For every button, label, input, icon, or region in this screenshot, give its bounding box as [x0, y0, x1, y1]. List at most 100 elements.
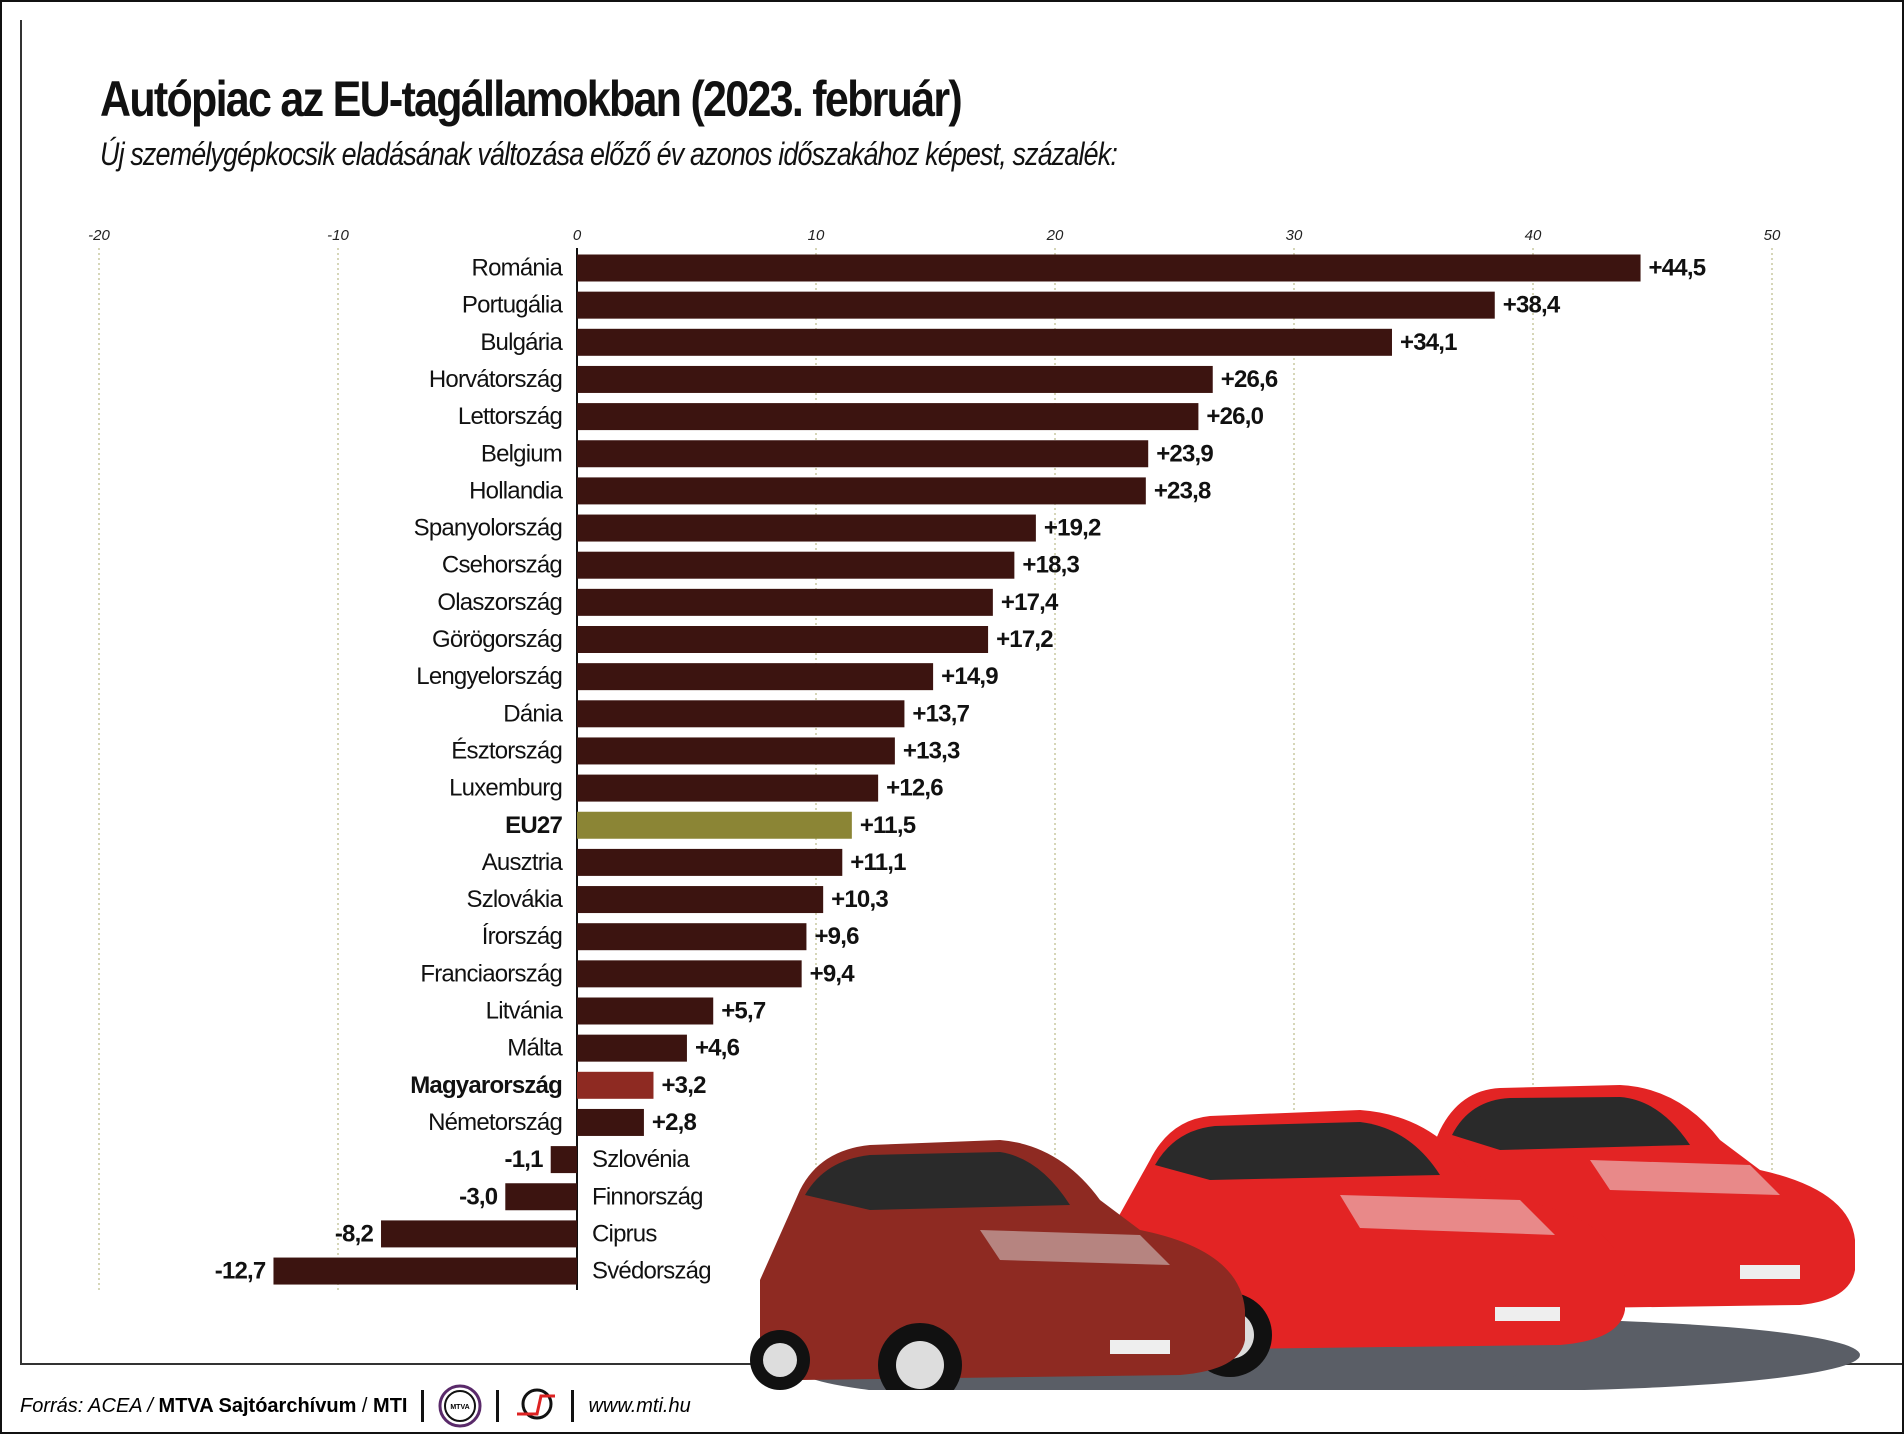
value-label: +26,6: [1221, 366, 1278, 393]
category-label: Luxemburg: [449, 775, 562, 802]
bar-görögország: [577, 626, 989, 653]
category-label: Dánia: [503, 700, 563, 727]
x-tick-label: 50: [1764, 227, 1781, 244]
bar-románia: [577, 254, 1641, 282]
value-label: +18,3: [1022, 552, 1079, 579]
value-label: +17,4: [1001, 589, 1059, 616]
x-tick-label: 10: [808, 227, 825, 244]
divider: [421, 1390, 425, 1422]
value-label: +44,5: [1649, 255, 1706, 282]
category-label: Németország: [428, 1109, 562, 1136]
bar-eu27: [577, 811, 852, 839]
car-left: [750, 1140, 1245, 1390]
bar-csehország: [577, 551, 1015, 579]
value-label: +34,1: [1400, 329, 1457, 356]
bar-ciprus: [381, 1220, 577, 1248]
bar-svédország: [273, 1257, 577, 1285]
category-label: Írország: [482, 923, 562, 950]
category-label: Spanyolország: [414, 515, 562, 542]
bar-spanyolország: [577, 514, 1036, 542]
category-label: Bulgária: [480, 329, 563, 356]
x-tick-label: -20: [88, 227, 110, 244]
category-label: Szlovákia: [466, 886, 563, 913]
value-label: +10,3: [831, 886, 888, 913]
value-label: +5,7: [721, 998, 766, 1025]
divider: [571, 1390, 575, 1422]
bar-litvánia: [577, 997, 714, 1025]
bar-észtország: [577, 737, 895, 765]
value-label: +4,6: [695, 1035, 740, 1062]
bar-lengyelország: [577, 663, 934, 691]
bar-luxemburg: [577, 774, 879, 802]
category-label: Észtország: [451, 737, 562, 764]
value-label: +14,9: [941, 663, 998, 690]
value-label: +11,5: [860, 812, 916, 839]
bar-franciaország: [577, 960, 802, 988]
value-label: +9,4: [810, 960, 856, 987]
value-label: +17,2: [996, 626, 1053, 653]
value-label: -12,7: [215, 1258, 266, 1285]
x-tick-label: -10: [327, 227, 349, 244]
cars-illustration: [750, 1085, 1860, 1390]
category-label: Hollandia: [469, 477, 563, 504]
value-label: +9,6: [814, 923, 859, 950]
category-label: Svédország: [592, 1258, 711, 1285]
bar-szlovénia: [550, 1146, 577, 1174]
value-label: +12,6: [886, 775, 943, 802]
value-label: +23,9: [1156, 440, 1213, 467]
mti-logo: [517, 1388, 556, 1420]
source-text: Forrás: ACEA / MTVA Sajtóarchívum / MTI: [20, 1394, 408, 1417]
website-url[interactable]: www.mti.hu: [588, 1394, 691, 1417]
category-label: Lettország: [458, 403, 562, 430]
category-label: Lengyelország: [416, 663, 562, 690]
category-label: Portugália: [462, 292, 564, 319]
category-label: Magyarország: [410, 1072, 562, 1099]
category-label: Málta: [507, 1035, 563, 1062]
value-label: +38,4: [1503, 292, 1561, 319]
category-label: Csehország: [442, 552, 562, 579]
value-label: -1,1: [505, 1146, 544, 1173]
bar-hollandia: [577, 477, 1146, 505]
category-label: Finnország: [592, 1183, 703, 1210]
category-label: Ciprus: [592, 1220, 657, 1247]
x-tick-label: 40: [1525, 227, 1542, 244]
value-label: +19,2: [1044, 515, 1101, 542]
value-label: +2,8: [652, 1109, 697, 1136]
svg-text:MTVA: MTVA: [451, 1404, 470, 1411]
bar-málta: [577, 1034, 687, 1062]
category-label: EU27: [505, 812, 562, 839]
x-tick-label: 0: [573, 227, 582, 244]
category-label: Szlovénia: [592, 1146, 690, 1173]
category-label: Románia: [472, 255, 564, 282]
category-label: Litvánia: [486, 998, 564, 1025]
footer: Forrás: ACEA / MTVA Sajtóarchívum / MTI …: [20, 1384, 691, 1428]
category-label: Görögország: [432, 626, 562, 653]
bar-portugália: [577, 291, 1495, 319]
bar-lettország: [577, 403, 1199, 431]
value-label: +23,8: [1154, 477, 1211, 504]
bar-írország: [577, 923, 807, 951]
value-label: +3,2: [661, 1072, 706, 1099]
x-tick-label: 20: [1046, 227, 1064, 244]
bar-szlovákia: [577, 886, 824, 914]
category-label: Horvátország: [429, 366, 562, 393]
mtva-logo: MTVA: [438, 1384, 482, 1428]
bar-finnország: [505, 1183, 577, 1211]
category-label: Franciaország: [420, 960, 562, 987]
bar-ausztria: [577, 848, 843, 876]
bar-horvátország: [577, 365, 1213, 393]
bar-németország: [577, 1108, 644, 1136]
bar-belgium: [577, 440, 1149, 468]
value-label: +26,0: [1206, 403, 1263, 430]
chart-title: Autópiac az EU-tagállamokban (2023. febr…: [100, 71, 963, 127]
category-label: Belgium: [481, 440, 562, 467]
category-label: Ausztria: [482, 849, 564, 876]
value-label: +11,1: [850, 849, 906, 876]
chart-subtitle: Új személygépkocsik eladásának változása…: [100, 136, 1118, 172]
bar-olaszország: [577, 588, 993, 616]
category-label: Olaszország: [437, 589, 562, 616]
x-tick-label: 30: [1286, 227, 1303, 244]
bar-magyarország: [577, 1071, 654, 1099]
